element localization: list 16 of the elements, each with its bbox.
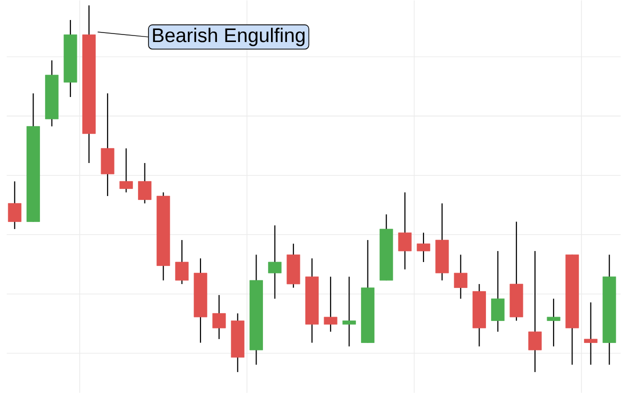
candlestick: [398, 192, 412, 270]
candlestick: [454, 254, 468, 300]
candlestick: [138, 162, 152, 204]
candlestick: [324, 276, 338, 332]
annotation: Bearish Engulfing: [153, 28, 305, 46]
candlestick: [119, 148, 133, 194]
candlestick: [491, 250, 505, 332]
candlestick: [528, 250, 542, 373]
candlestick: [416, 232, 430, 263]
candlestick: [584, 302, 598, 366]
candlestick: [175, 240, 189, 285]
candlestick: [546, 298, 560, 348]
candlestick: [212, 294, 226, 340]
candlestick: [342, 276, 356, 348]
candlestick: [8, 181, 22, 230]
candlestick: [268, 225, 282, 300]
